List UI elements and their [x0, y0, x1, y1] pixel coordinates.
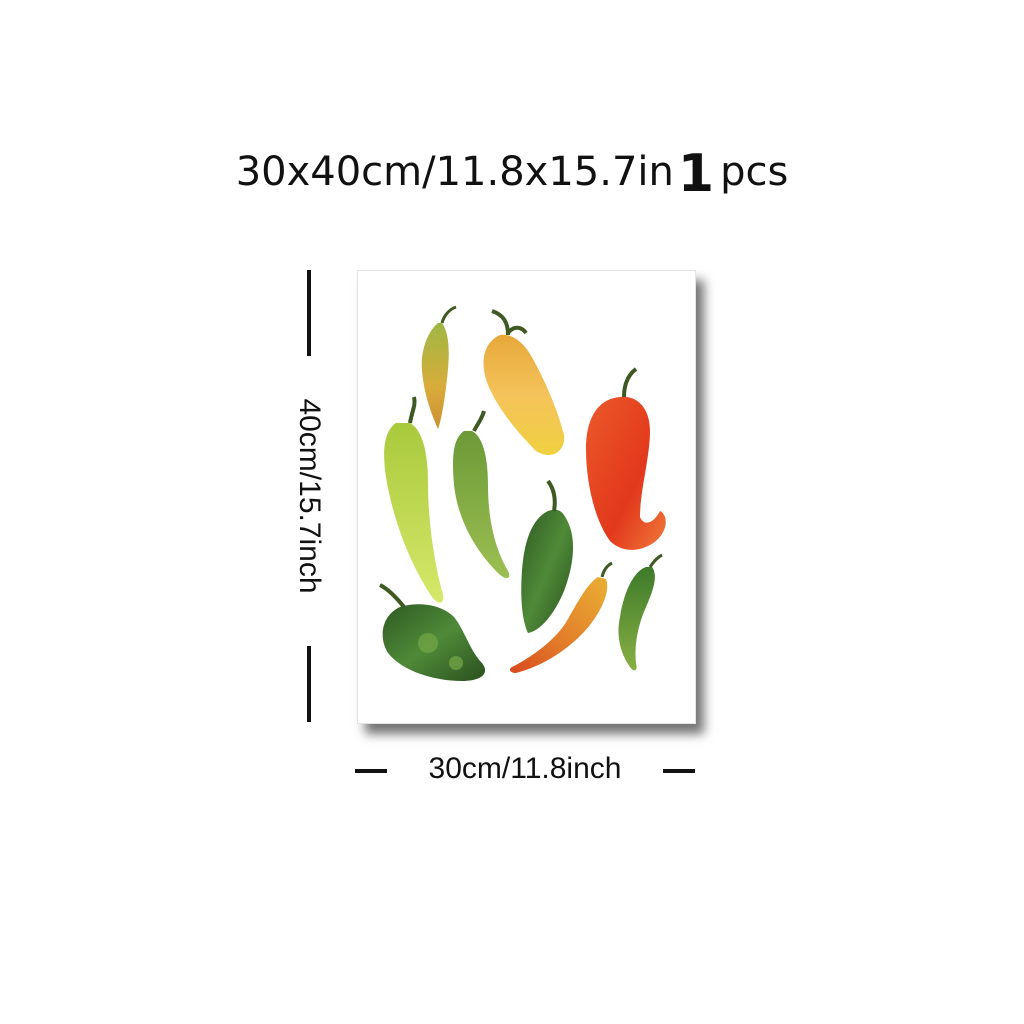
size-title: 30x40cm/11.8x15.7in1 pcs: [0, 138, 1024, 204]
height-dimension-bar-top: [307, 270, 311, 356]
width-dimension-bar-left: [355, 769, 387, 773]
size-text: 30x40cm/11.8x15.7in: [235, 149, 674, 195]
width-dimension: 30cm/11.8inch: [355, 752, 695, 792]
canvas-artwork: [357, 270, 696, 724]
chili-peppers-watercolor-icon: [379, 305, 666, 681]
quantity-number: 1: [677, 144, 715, 204]
width-label: 30cm/11.8inch: [428, 752, 622, 785]
height-dimension: 40cm/15.7inch: [284, 270, 334, 722]
height-label: 40cm/15.7inch: [293, 398, 326, 594]
width-dimension-bar-right: [663, 769, 695, 773]
quantity-unit: pcs: [720, 149, 789, 195]
height-dimension-bar-bottom: [307, 646, 311, 722]
